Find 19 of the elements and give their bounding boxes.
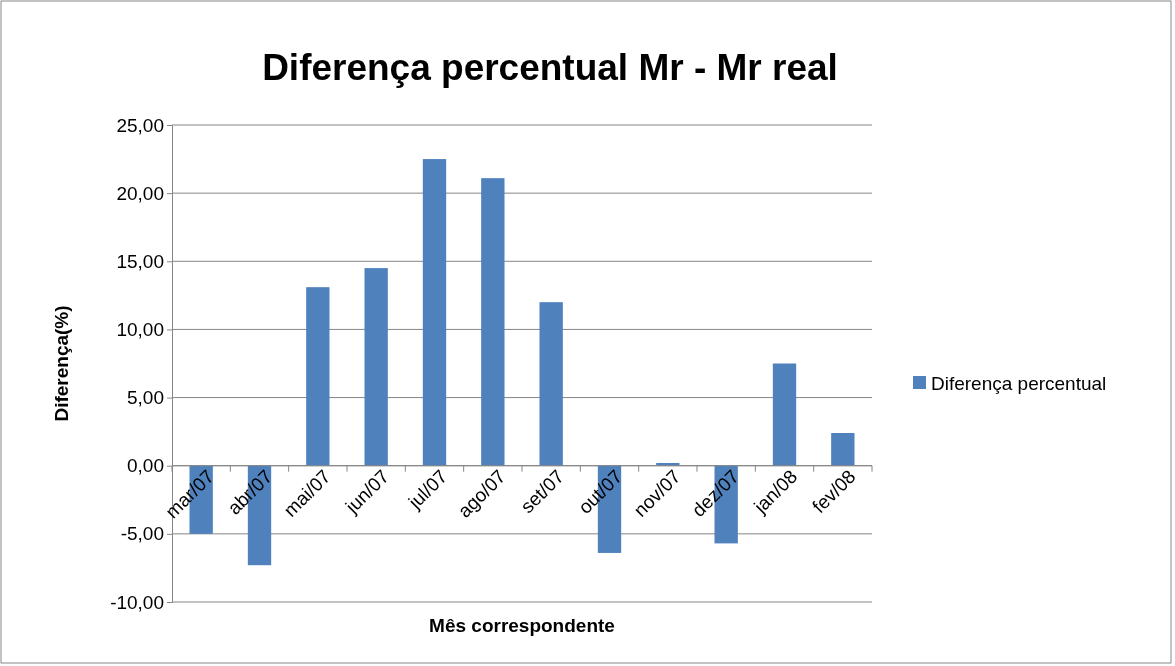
y-tick-label: -10,00 bbox=[110, 591, 164, 613]
bar bbox=[831, 433, 855, 466]
y-tick-label: 0,00 bbox=[127, 455, 164, 477]
chart-title: Diferença percentual Mr - Mr real bbox=[262, 47, 838, 88]
bar bbox=[306, 287, 330, 466]
bar bbox=[539, 302, 563, 466]
y-tick-label: 5,00 bbox=[127, 387, 164, 409]
y-tick-label: 25,00 bbox=[116, 114, 164, 136]
x-axis-title: Mês correspondente bbox=[429, 615, 615, 636]
y-tick-label: 20,00 bbox=[116, 182, 164, 204]
bar bbox=[481, 178, 505, 466]
bar bbox=[364, 268, 388, 466]
y-tick-label: -5,00 bbox=[120, 523, 164, 545]
legend-label: Diferença percentual bbox=[931, 373, 1107, 394]
bar bbox=[422, 159, 447, 466]
y-axis-title: Diferença(%) bbox=[51, 305, 72, 422]
bar bbox=[772, 363, 797, 466]
y-tick-label: 10,00 bbox=[116, 319, 164, 341]
y-tick-label: 15,00 bbox=[116, 250, 164, 272]
